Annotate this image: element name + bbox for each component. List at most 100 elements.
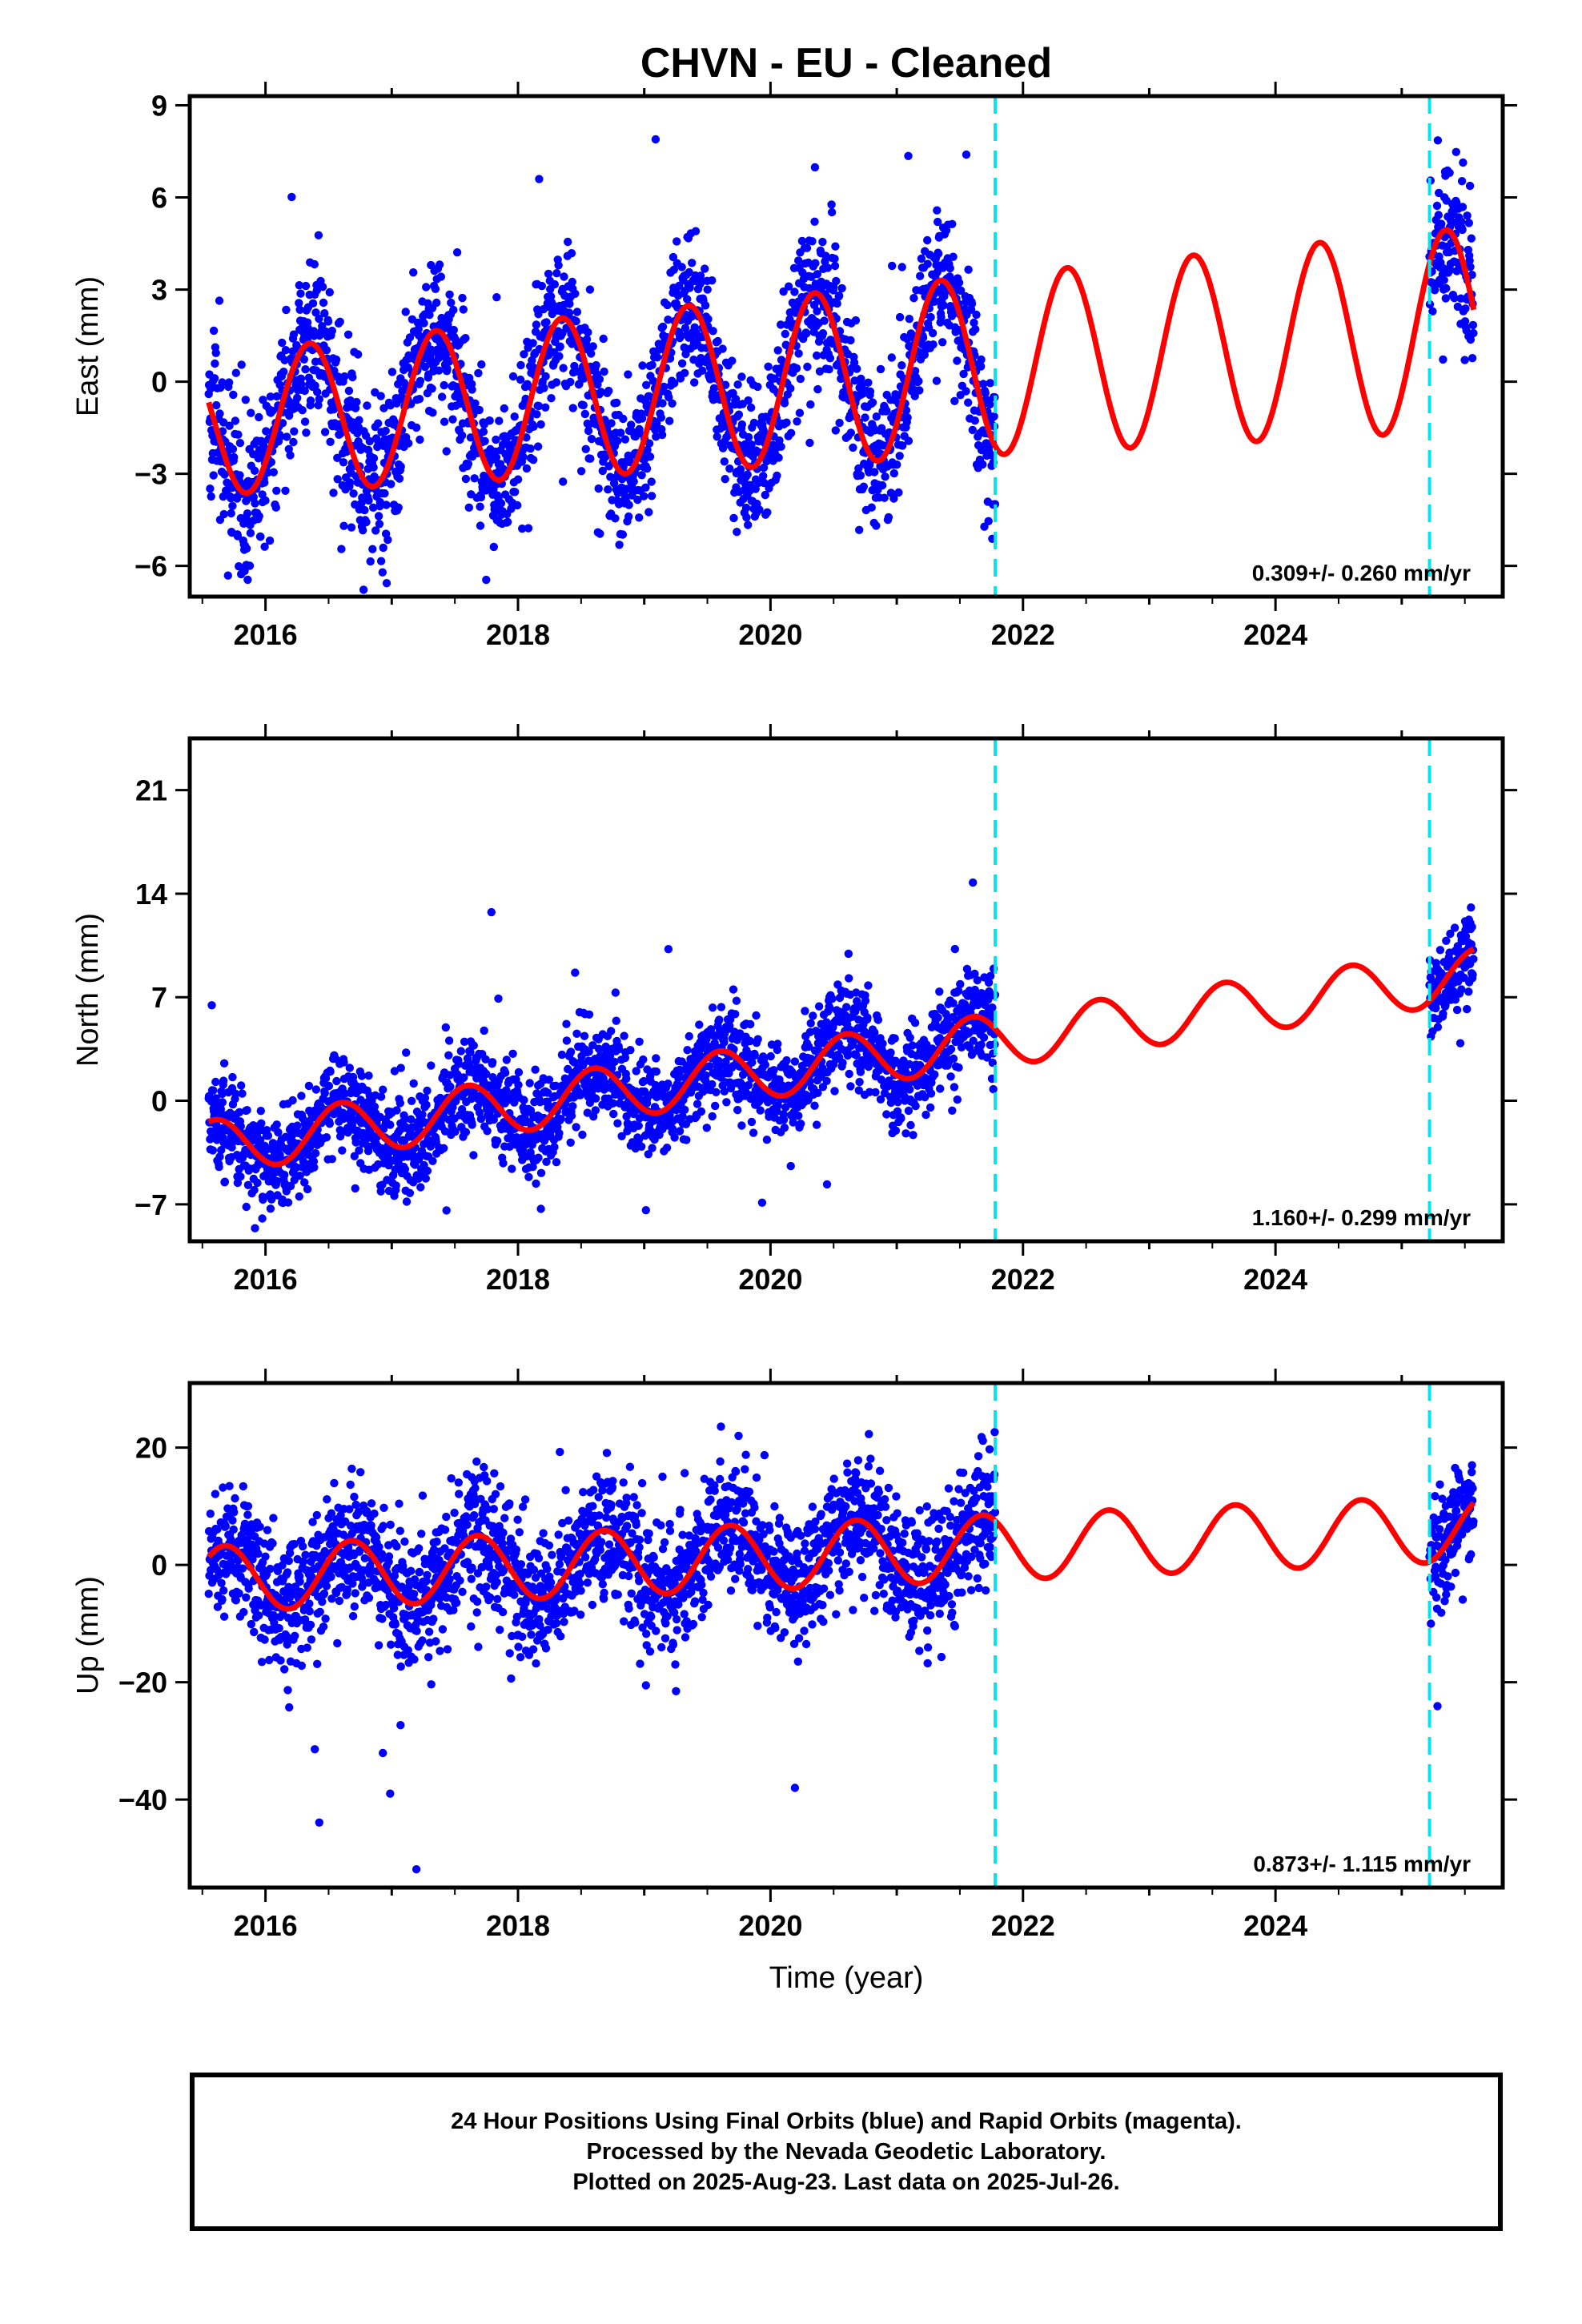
- north-point: [711, 1101, 720, 1111]
- east-point: [365, 436, 374, 446]
- up-data-points: [204, 1422, 1478, 1874]
- north-point: [823, 1032, 833, 1041]
- east-point: [1452, 147, 1461, 156]
- east-point: [449, 305, 458, 315]
- east-point: [721, 380, 730, 389]
- north-point: [863, 1013, 872, 1022]
- east-point: [379, 543, 387, 553]
- north-point: [737, 1121, 746, 1130]
- east-point: [511, 488, 520, 497]
- east-point: [366, 557, 375, 566]
- east-point: [1468, 320, 1478, 330]
- north-point: [670, 1133, 679, 1142]
- north-point: [461, 1128, 471, 1136]
- north-point: [828, 995, 837, 1003]
- east-point: [319, 298, 328, 308]
- east-point: [295, 305, 304, 314]
- north-point: [1464, 987, 1473, 996]
- north-y-tick-label: −7: [135, 1188, 167, 1221]
- north-point: [236, 1122, 245, 1131]
- north-point: [272, 1120, 281, 1129]
- north-point: [211, 1077, 220, 1087]
- east-point: [953, 356, 962, 365]
- north-point: [391, 1181, 400, 1190]
- north-x-tick-label: 2024: [1243, 1263, 1307, 1296]
- east-point: [777, 320, 785, 329]
- east-point: [609, 479, 619, 488]
- east-point: [701, 264, 709, 273]
- east-point: [461, 334, 470, 343]
- east-x-tick-label: 2018: [486, 618, 550, 651]
- east-point: [281, 486, 290, 495]
- north-point: [481, 1055, 490, 1064]
- east-point: [250, 466, 259, 475]
- north-point: [578, 1130, 587, 1140]
- east-point: [516, 360, 525, 370]
- north-point: [822, 1180, 832, 1189]
- east-point: [327, 326, 336, 336]
- north-point: [681, 1105, 689, 1115]
- east-point: [524, 524, 533, 533]
- east-point: [729, 513, 738, 523]
- north-point: [893, 1098, 902, 1107]
- north-point: [720, 1038, 729, 1047]
- east-point: [215, 296, 224, 305]
- north-point: [379, 1085, 387, 1094]
- east-point: [846, 336, 855, 345]
- north-point: [355, 1146, 363, 1155]
- north-point: [693, 1100, 702, 1108]
- east-point: [864, 378, 873, 387]
- east-point: [1468, 271, 1476, 279]
- east-point: [513, 475, 523, 484]
- east-point: [503, 517, 512, 526]
- east-point: [1469, 328, 1478, 338]
- east-point: [968, 425, 978, 435]
- east-point: [624, 512, 633, 521]
- east-point: [302, 428, 311, 437]
- east-point: [318, 283, 327, 292]
- east-point: [618, 530, 628, 539]
- north-point: [584, 1010, 594, 1019]
- up-point: [230, 1508, 239, 1517]
- north-point: [508, 1164, 516, 1173]
- north-point: [350, 1152, 359, 1160]
- north-point: [838, 1058, 847, 1068]
- north-point: [571, 968, 580, 977]
- east-point: [218, 378, 227, 387]
- north-point: [873, 1015, 883, 1024]
- east-point: [245, 561, 255, 570]
- east-point: [637, 414, 647, 423]
- east-point: [977, 355, 986, 364]
- east-point: [476, 502, 484, 511]
- east-point: [235, 471, 244, 480]
- east-point: [782, 418, 791, 427]
- east-point: [534, 310, 543, 319]
- east-point: [625, 456, 635, 465]
- north-point: [402, 1048, 411, 1057]
- north-point: [300, 1178, 309, 1187]
- east-point: [648, 376, 658, 385]
- east-point: [554, 261, 563, 270]
- east-point: [613, 436, 622, 445]
- north-point: [668, 1124, 677, 1133]
- up-point: [240, 1519, 250, 1529]
- north-point: [956, 979, 965, 989]
- north-point: [396, 1063, 405, 1072]
- east-point: [881, 472, 889, 481]
- east-point: [477, 360, 486, 369]
- east-point: [311, 308, 320, 317]
- east-point: [777, 356, 786, 364]
- east-point: [865, 387, 875, 396]
- east-point: [641, 483, 650, 492]
- north-point: [442, 1206, 451, 1215]
- north-point: [297, 1092, 306, 1100]
- east-point: [541, 372, 550, 381]
- east-point: [339, 521, 348, 530]
- north-x-tick-label: 2018: [486, 1263, 550, 1296]
- east-point: [1441, 294, 1451, 303]
- north-point: [717, 1003, 726, 1011]
- north-point: [280, 1170, 289, 1180]
- north-point: [311, 1148, 320, 1158]
- east-point: [320, 309, 329, 318]
- east-point: [404, 363, 412, 372]
